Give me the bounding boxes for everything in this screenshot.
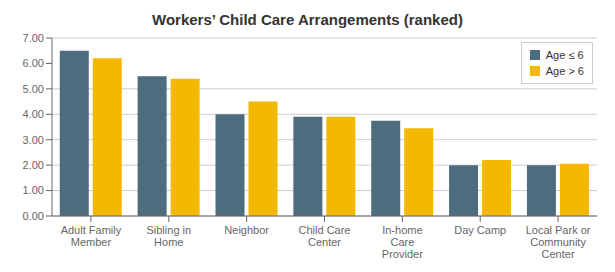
svg-text:Sibling inHome: Sibling inHome <box>146 224 191 248</box>
svg-text:Child CareCenter: Child CareCenter <box>299 224 351 248</box>
svg-text:4.00: 4.00 <box>23 108 44 120</box>
html-text:Workers’ Child Care Arrangemen: Workers’ Child Care Arrangements (ranked… <box>152 11 463 28</box>
svg-text:7.00: 7.00 <box>23 32 44 44</box>
svg-text:Adult FamilyMember: Adult FamilyMember <box>61 224 122 248</box>
svg-text:Day Camp: Day Camp <box>454 224 506 236</box>
svg-text:6.00: 6.00 <box>23 57 44 69</box>
svg-text:1.00: 1.00 <box>23 184 44 196</box>
svg-text:3.00: 3.00 <box>23 134 44 146</box>
html-text:Age > 6: Age > 6 <box>545 65 584 77</box>
svg-text:Local Park orCommunityCenter: Local Park orCommunityCenter <box>526 224 591 260</box>
svg-text:In-homeCareProvider: In-homeCareProvider <box>382 224 423 260</box>
svg-text:0.00: 0.00 <box>23 210 44 222</box>
svg-text:5.00: 5.00 <box>23 83 44 95</box>
svg-text:2.00: 2.00 <box>23 159 44 171</box>
svg-text:Neighbor: Neighbor <box>224 224 269 236</box>
html-text:Age ≤ 6: Age ≤ 6 <box>545 49 584 61</box>
